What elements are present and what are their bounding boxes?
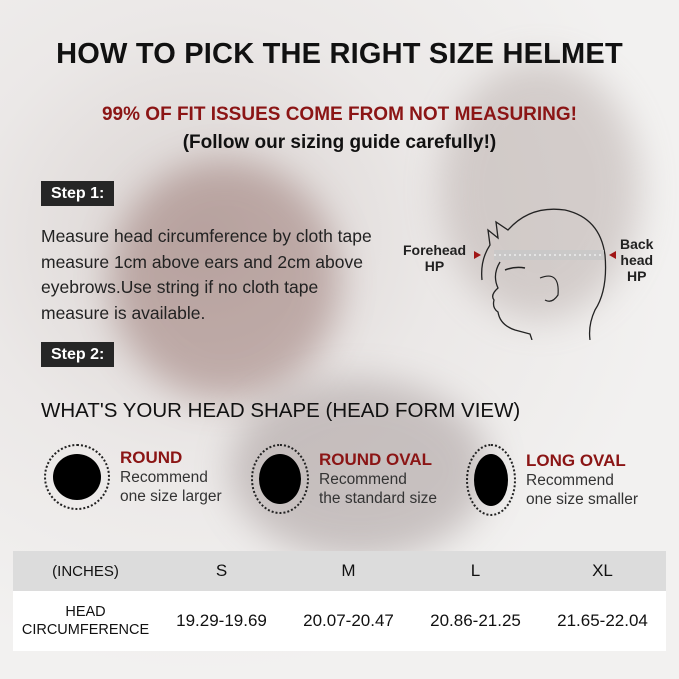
back-hp: HP: [627, 268, 647, 284]
back-text: Back: [620, 236, 654, 252]
size-chart-table: (INCHES) S M L XL HEAD CIRCUMFERENCE 19.2…: [13, 551, 666, 651]
step1-text: Measure head circumference by cloth tape…: [41, 226, 372, 323]
size-header: L: [412, 551, 539, 591]
step1-badge: Step 1:: [41, 181, 115, 206]
size-header: XL: [539, 551, 666, 591]
round-oval-head-icon: [251, 444, 309, 514]
table-row: HEAD CIRCUMFERENCE 19.29-19.69 20.07-20.4…: [13, 591, 666, 651]
row-label-line: CIRCUMFERENCE: [21, 622, 150, 638]
head-text: head: [620, 252, 654, 268]
backhead-label: Back head HP: [620, 236, 653, 284]
forehead-label: Forehead HP: [403, 242, 466, 274]
subtitle-note: (Follow our sizing guide carefully!): [182, 132, 497, 153]
shape-desc: the standard size: [319, 490, 438, 507]
size-header: M: [285, 551, 412, 591]
shape-desc: Recommend: [120, 469, 208, 486]
shape-desc: one size smaller: [526, 491, 638, 508]
shape-round: ROUND Recommend one size larger: [44, 444, 222, 510]
head-shape-heading: WHAT'S YOUR HEAD SHAPE (HEAD FORM VIEW): [41, 399, 521, 422]
head-profile-illustration: [474, 208, 616, 340]
subtitle-warning: 99% OF FIT ISSUES COME FROM NOT MEASURIN…: [101, 104, 578, 125]
shape-name: ROUND OVAL: [319, 450, 433, 469]
backhead-marker-icon: [609, 251, 616, 259]
shape-desc: Recommend: [319, 471, 407, 488]
table-header-row: (INCHES) S M L XL: [13, 551, 666, 591]
size-value: 21.65-22.04: [539, 591, 666, 651]
round-head-icon: [44, 444, 110, 510]
unit-header: (INCHES): [13, 551, 158, 591]
size-header: S: [158, 551, 285, 591]
page-title: HOW TO PICK THE RIGHT SIZE HELMET: [56, 38, 623, 70]
forehead-hp: HP: [424, 258, 445, 274]
long-oval-head-icon: [466, 444, 516, 516]
shape-desc: Recommend: [526, 472, 614, 489]
step2-badge: Step 2:: [41, 342, 115, 367]
size-value: 20.86-21.25: [412, 591, 539, 651]
row-label: HEAD CIRCUMFERENCE: [13, 591, 158, 651]
shape-round-oval: ROUND OVAL Recommend the standard size: [251, 444, 437, 514]
size-value: 19.29-19.69: [158, 591, 285, 651]
shape-desc: one size larger: [120, 488, 222, 505]
row-label-line: HEAD: [65, 604, 106, 620]
shape-name: LONG OVAL: [526, 451, 626, 470]
shape-long-oval: LONG OVAL Recommend one size smaller: [466, 444, 638, 516]
size-value: 20.07-20.47: [285, 591, 412, 651]
forehead-marker-icon: [474, 251, 481, 259]
shape-name: ROUND: [120, 448, 183, 467]
forehead-text: Forehead: [403, 242, 467, 258]
